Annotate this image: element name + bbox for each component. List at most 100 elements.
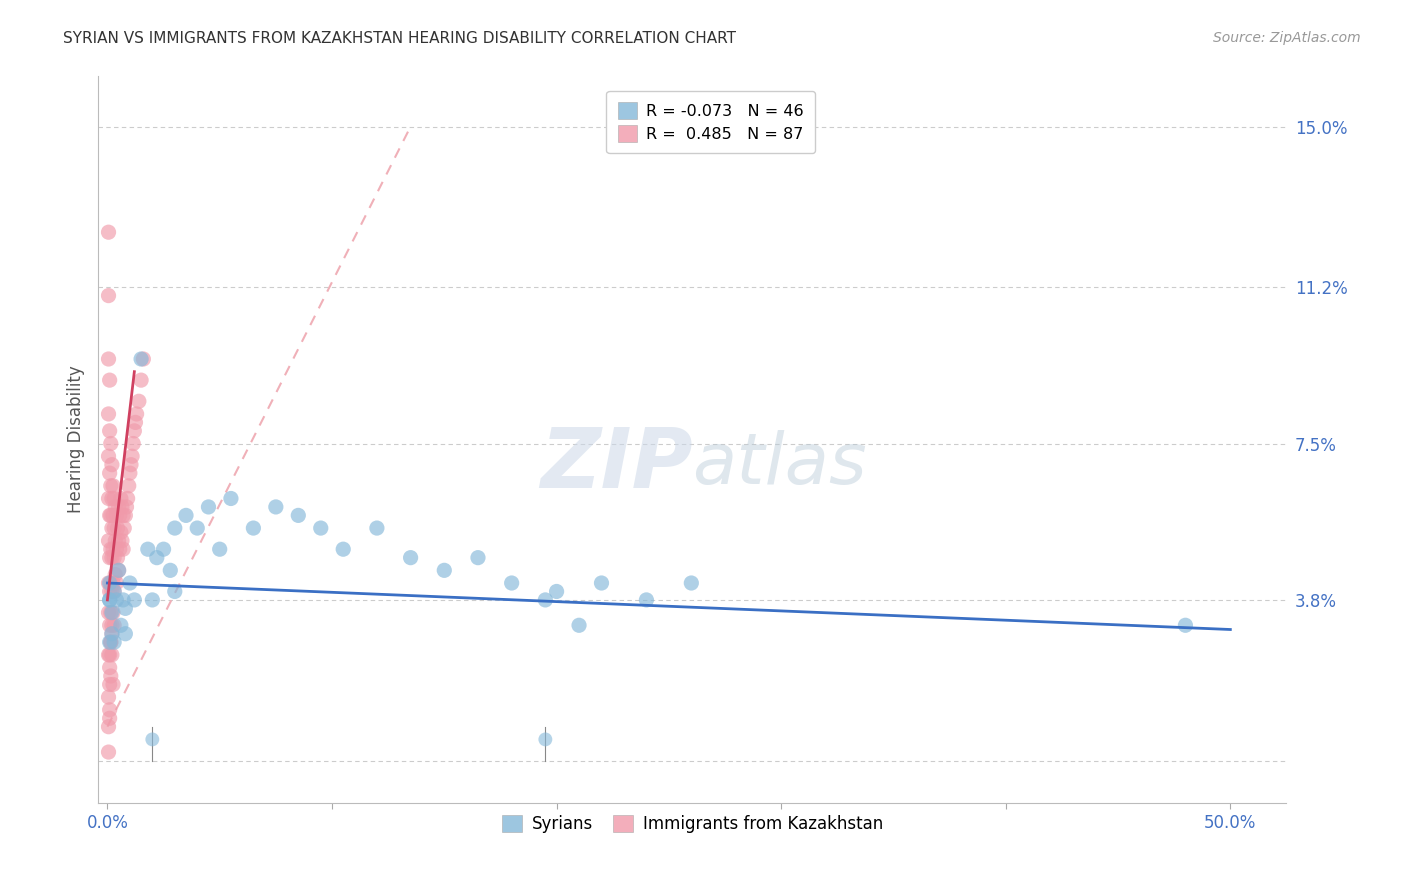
Point <box>568 618 591 632</box>
Point <box>97 745 120 759</box>
Point <box>104 533 127 548</box>
Point <box>101 458 124 472</box>
Point <box>197 500 219 514</box>
Point <box>125 407 148 421</box>
Point <box>121 449 143 463</box>
Point <box>100 606 122 620</box>
Point <box>103 584 125 599</box>
Point <box>103 584 125 599</box>
Point <box>97 576 120 591</box>
Point <box>105 576 128 591</box>
Point <box>112 542 135 557</box>
Point <box>114 626 136 640</box>
Point <box>467 550 489 565</box>
Point <box>111 500 134 514</box>
Point <box>101 626 124 640</box>
Point <box>681 576 703 591</box>
Point <box>97 491 120 506</box>
Point <box>433 563 456 577</box>
Point <box>122 436 145 450</box>
Text: SYRIAN VS IMMIGRANTS FROM KAZAKHSTAN HEARING DISABILITY CORRELATION CHART: SYRIAN VS IMMIGRANTS FROM KAZAKHSTAN HEA… <box>63 31 737 46</box>
Text: Source: ZipAtlas.com: Source: ZipAtlas.com <box>1213 31 1361 45</box>
Point <box>97 449 120 463</box>
Point <box>174 508 197 523</box>
Point <box>103 491 125 506</box>
Legend: Syrians, Immigrants from Kazakhstan: Syrians, Immigrants from Kazakhstan <box>495 808 890 839</box>
Point <box>101 550 124 565</box>
Y-axis label: Hearing Disability: Hearing Disability <box>66 366 84 513</box>
Point <box>152 542 174 557</box>
Point <box>97 533 120 548</box>
Point <box>101 626 124 640</box>
Point <box>101 606 124 620</box>
Point <box>98 648 121 662</box>
Point <box>100 669 122 683</box>
Point <box>186 521 208 535</box>
Point <box>107 563 129 577</box>
Text: atlas: atlas <box>692 430 868 500</box>
Point <box>112 521 135 535</box>
Point <box>107 550 129 565</box>
Point <box>108 542 131 557</box>
Point <box>98 660 121 674</box>
Point <box>114 508 136 523</box>
Point <box>98 635 121 649</box>
Text: ZIP: ZIP <box>540 425 692 505</box>
Point <box>112 593 135 607</box>
Point <box>366 521 388 535</box>
Point <box>110 618 132 632</box>
Point <box>100 479 122 493</box>
Point <box>98 550 121 565</box>
Point <box>105 593 128 607</box>
Point <box>120 458 142 472</box>
Point <box>546 584 568 599</box>
Point <box>309 521 332 535</box>
Point <box>132 351 155 366</box>
Point <box>115 500 138 514</box>
Point <box>124 593 146 607</box>
Point <box>100 542 122 557</box>
Point <box>104 500 127 514</box>
Point <box>107 563 129 577</box>
Point <box>108 508 131 523</box>
Point <box>287 508 309 523</box>
Point <box>103 550 125 565</box>
Point <box>103 521 125 535</box>
Point <box>110 491 132 506</box>
Point <box>107 500 129 514</box>
Point <box>101 648 124 662</box>
Point <box>136 542 159 557</box>
Point <box>129 373 152 387</box>
Point <box>332 542 354 557</box>
Point <box>1174 618 1197 632</box>
Point <box>636 593 658 607</box>
Point <box>101 584 124 599</box>
Point <box>98 618 121 632</box>
Point <box>118 479 141 493</box>
Point <box>208 542 231 557</box>
Point <box>242 521 264 535</box>
Point <box>97 606 120 620</box>
Point <box>124 416 146 430</box>
Point <box>100 635 122 649</box>
Point <box>128 394 150 409</box>
Point <box>111 533 134 548</box>
Point <box>97 690 120 705</box>
Point <box>98 593 121 607</box>
Point <box>98 508 121 523</box>
Point <box>97 351 120 366</box>
Point <box>534 732 557 747</box>
Point <box>129 351 152 366</box>
Point <box>98 424 121 438</box>
Point <box>399 550 422 565</box>
Point <box>118 466 141 480</box>
Point <box>98 677 121 691</box>
Point <box>110 525 132 540</box>
Point <box>101 542 124 557</box>
Point <box>105 508 128 523</box>
Point <box>97 288 120 302</box>
Point <box>98 576 121 591</box>
Point <box>141 593 163 607</box>
Point <box>264 500 287 514</box>
Point <box>100 576 122 591</box>
